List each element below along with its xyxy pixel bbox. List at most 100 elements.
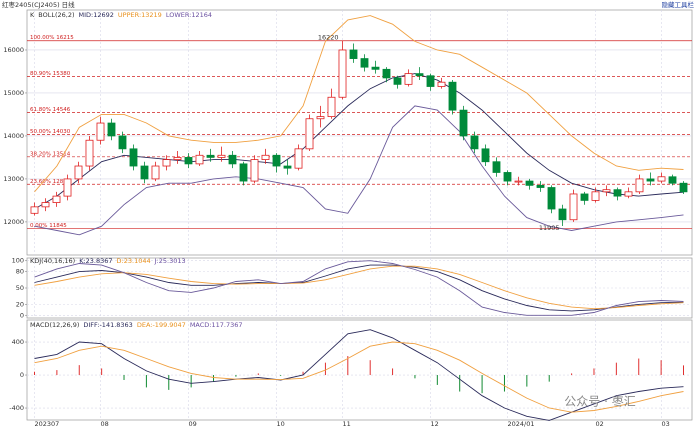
candle-body <box>437 81 446 87</box>
candle-body <box>107 122 116 137</box>
indicator-line <box>34 341 684 413</box>
candle-body <box>404 73 413 85</box>
candle-body <box>327 96 336 117</box>
indicator-header: MACD(12,26,9) <box>30 321 79 329</box>
fib-label: 23.60% 12876 <box>30 179 71 185</box>
indicator-line <box>34 105 684 236</box>
candle-body <box>239 163 248 182</box>
candle-body <box>536 184 545 188</box>
candle-body <box>261 154 270 160</box>
fib-label: 50.00% 14030 <box>30 129 71 135</box>
x-tick-label: 03 <box>662 420 670 428</box>
indicator-header: DIFF:-141.8363 <box>83 321 132 329</box>
candle-body <box>470 135 479 150</box>
candle-body <box>250 159 259 182</box>
candle-body <box>371 66 380 70</box>
watermark: 公众号 · 枣汇 <box>564 395 635 409</box>
candle-body <box>63 178 72 197</box>
candle-body <box>140 165 149 180</box>
indicator-header: LOWER:12164 <box>166 11 212 19</box>
x-tick-label: 08 <box>101 420 109 428</box>
candle-body <box>503 172 512 182</box>
candle-body <box>129 148 138 167</box>
candle-body <box>173 157 182 160</box>
candle-body <box>195 154 204 165</box>
candle-body <box>305 118 314 150</box>
high-annotation: 16220 <box>318 34 339 42</box>
fib-label: 38.20% 13514 <box>30 151 71 157</box>
candle-body <box>481 148 490 163</box>
candle-body <box>360 58 369 68</box>
indicator-header: D:23.1044 <box>117 257 151 265</box>
indicator-line <box>34 260 684 316</box>
candle-body <box>30 206 39 214</box>
indicator-header: MID:12692 <box>79 11 114 19</box>
x-tick-label: 09 <box>189 420 197 428</box>
candle-body <box>679 182 688 193</box>
candle-body <box>591 191 600 201</box>
candle-body <box>657 176 666 182</box>
y-tick-label: 13000 <box>3 175 24 183</box>
candle-body <box>74 165 83 180</box>
candle-body <box>52 195 61 203</box>
indicator-line <box>34 329 684 421</box>
x-tick-label: 02 <box>596 420 604 428</box>
y-tick-label: 16000 <box>3 46 24 54</box>
x-tick-label: 12 <box>431 420 439 428</box>
indicator-line <box>34 15 684 193</box>
y-tick-label: 50 <box>16 284 24 292</box>
y-tick-label: 0 <box>20 371 24 379</box>
panel-frame <box>26 319 693 421</box>
fib-label: 0.00% 11845 <box>30 223 67 229</box>
indicator-header: K:23.8367 <box>79 257 112 265</box>
indicator-header: DEA:-199.9047 <box>137 321 186 329</box>
candle-body <box>525 180 534 186</box>
indicator-line <box>34 264 684 312</box>
candle-body <box>349 49 358 59</box>
candle-body <box>547 187 556 210</box>
candle-body <box>206 154 215 158</box>
candle-body <box>613 189 622 197</box>
candle-body <box>41 202 50 208</box>
candle-body <box>272 154 281 167</box>
candle-body <box>283 165 292 169</box>
candle-body <box>96 122 105 141</box>
indicator-header: J:25.3013 <box>154 257 186 265</box>
fib-label: 61.80% 14546 <box>30 107 71 113</box>
toolbar-toggle[interactable]: 隐藏工具栏 <box>662 0 695 9</box>
candle-body <box>646 178 655 182</box>
candle-body <box>492 161 501 173</box>
candle-body <box>217 154 226 158</box>
y-tick-label: 14000 <box>3 132 24 140</box>
candle-body <box>635 178 644 193</box>
x-tick-label: 10 <box>277 420 285 428</box>
candle-body <box>514 180 523 183</box>
indicator-header: K <box>30 11 35 19</box>
y-tick-label: 80 <box>16 268 24 276</box>
candle-body <box>426 75 435 87</box>
indicator-header: BOLL(26,2) <box>38 11 74 19</box>
candle-body <box>602 189 611 193</box>
candle-body <box>151 165 160 180</box>
y-tick-label: 20 <box>16 300 24 308</box>
candle-body <box>118 135 127 150</box>
candle-body <box>85 139 94 167</box>
indicator-header: KDJ(40,16,16) <box>30 257 75 265</box>
panel-frame <box>26 9 693 256</box>
indicator-line <box>34 265 684 310</box>
candle-body <box>162 159 171 167</box>
candle-body <box>228 154 237 165</box>
indicator-header: UPPER:13219 <box>118 11 162 19</box>
x-tick-label: 2024/01 <box>508 420 535 428</box>
y-tick-label: 15000 <box>3 89 24 97</box>
candle-body <box>338 49 347 98</box>
candle-body <box>668 176 677 184</box>
fib-label: 80.90% 15380 <box>30 71 71 77</box>
x-tick-label: 202307 <box>35 420 60 428</box>
candle-body <box>382 68 391 79</box>
candle-body <box>294 148 303 169</box>
candle-body <box>316 116 325 120</box>
candle-body <box>415 73 424 77</box>
